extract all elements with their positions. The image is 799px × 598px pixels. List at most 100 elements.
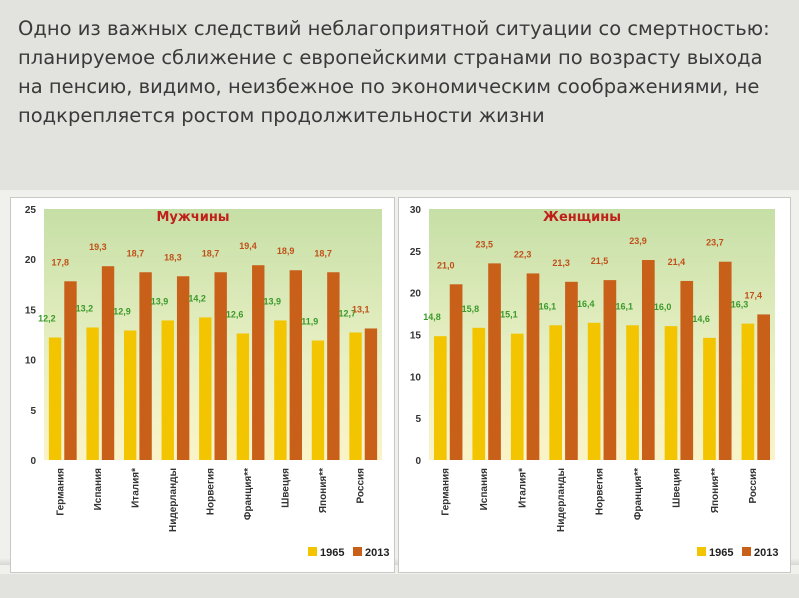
y-tick-label: 10 (410, 372, 422, 383)
data-label-1965: 12,9 (113, 306, 131, 316)
data-label-1965: 15,1 (500, 310, 518, 320)
data-label-2013: 21,4 (668, 257, 686, 267)
bar-1965 (433, 336, 447, 460)
data-label-1965: 16,0 (654, 302, 672, 312)
slide-title: Одно из важных следствий неблагоприятной… (18, 17, 770, 127)
legend-swatch-2013 (353, 547, 362, 556)
x-tick-label: Норвегия (205, 468, 216, 515)
x-tick-label: Норвегия (594, 468, 605, 515)
data-label-1965: 16,1 (539, 301, 557, 311)
bar-1965 (86, 327, 99, 460)
y-tick-label: 15 (410, 331, 422, 342)
data-label-2013: 18,7 (314, 248, 332, 258)
data-label-1965: 12,6 (226, 309, 244, 319)
y-tick-label: 0 (30, 456, 36, 467)
bar-1965 (123, 330, 137, 460)
data-label-1965: 16,4 (577, 299, 595, 309)
bar-2013 (603, 280, 617, 460)
chart-men: 0 5 10 15 20 25 Мужчины 12,2 17,8 Германия 13,2 19,… (25, 205, 390, 559)
data-label-1965: 14,6 (692, 314, 710, 324)
bar-2013 (101, 266, 115, 460)
bar-1965 (626, 325, 639, 460)
bar-2013 (488, 263, 501, 460)
x-tick-label: Испания (93, 468, 104, 511)
legend-label-1965: 1965 (320, 547, 344, 559)
data-label-2013: 18,7 (202, 248, 220, 258)
y-tick-label: 20 (25, 255, 37, 266)
x-tick-label: Швеция (281, 468, 292, 508)
data-label-2013: 19,3 (89, 242, 107, 252)
bar-2013 (139, 272, 152, 460)
x-tick-label: Швеция (671, 468, 682, 508)
legend-swatch-1965 (308, 547, 317, 556)
x-tick-label: Италия* (130, 468, 141, 508)
x-tick-label: Россия (356, 468, 367, 504)
bar-1965 (741, 323, 755, 460)
data-label-1965: 13,9 (151, 296, 169, 306)
data-label-2013: 21,5 (591, 256, 609, 266)
x-tick-label: Германия (55, 468, 66, 516)
bar-1965 (587, 322, 601, 460)
plot-area (429, 209, 775, 460)
chart-women: 0 5 10 15 20 25 30 Женщины 14,8 21,0 Германия 15,8 2… (410, 205, 779, 559)
data-label-1965: 15,8 (462, 304, 480, 314)
x-tick-label: Нидерланды (556, 468, 567, 532)
y-tick-label: 20 (410, 289, 422, 300)
data-label-2013: 21,0 (437, 260, 455, 270)
data-label-2013: 23,7 (706, 238, 724, 248)
bar-2013 (565, 281, 578, 460)
data-label-2013: 18,3 (164, 252, 182, 262)
y-tick-label: 5 (415, 414, 421, 425)
bar-1965 (349, 332, 362, 460)
bar-1965 (199, 317, 212, 460)
plot-area (44, 209, 382, 460)
y-tick-label: 15 (25, 305, 37, 316)
x-tick-label: Нидерланды (168, 468, 179, 532)
y-tick-label: 10 (25, 356, 37, 367)
data-label-1965: 13,9 (263, 296, 281, 306)
data-label-1965: 13,2 (76, 303, 94, 313)
bar-2013 (757, 314, 771, 460)
data-label-1965: 16,3 (731, 300, 749, 310)
legend-label-2013: 2013 (365, 547, 389, 559)
data-label-1965: 12,2 (38, 314, 56, 324)
bar-2013 (364, 328, 378, 460)
y-tick-label: 25 (25, 205, 37, 216)
bar-2013 (526, 273, 540, 460)
legend-label-1965: 1965 (709, 547, 733, 559)
x-tick-label: Япония** (710, 468, 721, 513)
data-label-2013: 17,8 (52, 257, 70, 267)
y-tick-label: 0 (415, 456, 421, 467)
x-tick-label: Россия (748, 468, 759, 504)
legend-label-2013: 2013 (754, 547, 778, 559)
chart-title: Мужчины (156, 210, 229, 225)
bar-2013 (289, 270, 303, 460)
bar-2013 (176, 276, 190, 460)
data-label-2013: 13,1 (352, 304, 370, 314)
x-tick-label: Германия (441, 468, 452, 516)
data-label-1965: 16,1 (615, 301, 633, 311)
chart-women-panel: 0 5 10 15 20 25 30 Женщины 14,8 21,0 Германия 15,8 2… (398, 197, 791, 573)
data-label-2013: 21,3 (552, 258, 570, 268)
bar-2013 (449, 284, 463, 460)
x-tick-label: Франция** (633, 468, 644, 520)
data-label-2013: 18,7 (127, 248, 145, 258)
bar-2013 (214, 272, 227, 460)
data-label-2013: 23,5 (475, 239, 493, 249)
chart-title: Женщины (543, 210, 621, 225)
x-tick-label: Япония** (318, 468, 329, 513)
legend-swatch-1965 (697, 547, 706, 556)
bar-2013 (327, 272, 340, 460)
bar-1965 (311, 340, 325, 460)
bar-1965 (510, 333, 524, 460)
y-tick-label: 5 (30, 406, 36, 417)
bar-2013 (252, 265, 265, 460)
bar-1965 (236, 333, 250, 460)
data-label-1965: 14,2 (188, 293, 206, 303)
legend-swatch-2013 (742, 547, 751, 556)
bar-1965 (274, 320, 287, 460)
bar-1965 (48, 337, 62, 460)
chart-men-panel: 0 5 10 15 20 25 Мужчины 12,2 17,8 Германия 13,2 19,… (10, 197, 395, 573)
data-label-1965: 14,8 (423, 312, 441, 322)
y-tick-label: 25 (410, 247, 422, 258)
